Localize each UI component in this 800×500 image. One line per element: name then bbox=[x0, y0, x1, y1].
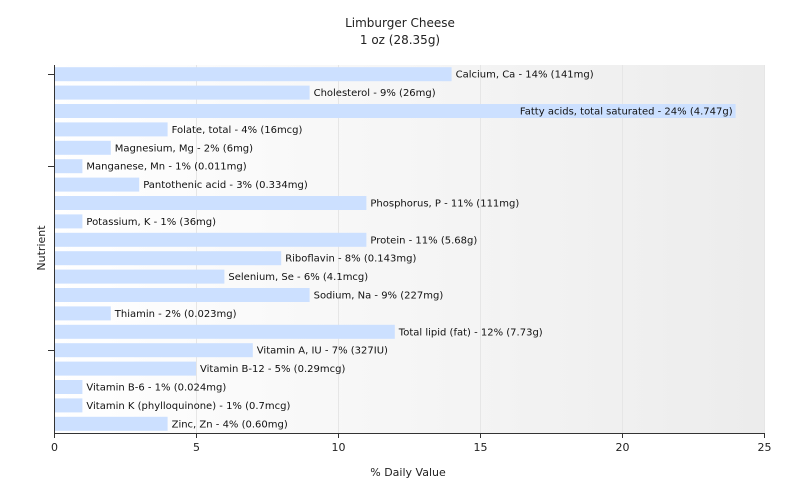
bar bbox=[55, 251, 282, 266]
bar bbox=[55, 104, 736, 118]
bar bbox=[55, 361, 196, 376]
bar bbox=[55, 398, 83, 413]
bar bbox=[55, 177, 140, 192]
data-label: Manganese, Mn - 1% (0.011mg) bbox=[86, 162, 246, 173]
data-label: Selenium, Se - 6% (4.1mcg) bbox=[228, 272, 368, 283]
bar bbox=[55, 269, 225, 284]
plot-background bbox=[54, 65, 764, 433]
bars bbox=[55, 67, 736, 431]
bar bbox=[55, 232, 367, 247]
data-label: Fatty acids, total saturated - 24% (4.74… bbox=[520, 107, 733, 118]
x-tick-label: 20 bbox=[616, 441, 630, 454]
data-label: Calcium, Ca - 14% (141mg) bbox=[456, 70, 594, 81]
chart-subtitle: 1 oz (28.35g) bbox=[360, 33, 440, 47]
data-label: Potassium, K - 1% (36mg) bbox=[86, 217, 216, 228]
bar bbox=[55, 306, 111, 321]
data-label: Riboflavin - 8% (0.143mg) bbox=[285, 254, 416, 265]
x-tick-label: 5 bbox=[193, 441, 200, 454]
bar bbox=[55, 324, 395, 339]
bar bbox=[55, 214, 83, 229]
plot-area bbox=[54, 65, 764, 433]
x-tick-labels: 0 5 10 15 20 25 bbox=[51, 441, 772, 454]
bar bbox=[55, 416, 168, 431]
bar bbox=[55, 67, 452, 82]
y-axis-title: Nutrient bbox=[35, 225, 48, 271]
axes bbox=[48, 65, 765, 438]
data-label: Vitamin A, IU - 7% (327IU) bbox=[257, 346, 388, 357]
data-label: Sodium, Na - 9% (227mg) bbox=[314, 291, 444, 302]
data-label: Magnesium, Mg - 2% (6mg) bbox=[115, 143, 253, 154]
x-tick-label: 10 bbox=[332, 441, 346, 454]
data-label: Vitamin K (phylloquinone) - 1% (0.7mcg) bbox=[86, 401, 290, 412]
x-tick-label: 0 bbox=[51, 441, 58, 454]
data-label: Protein - 11% (5.68g) bbox=[370, 235, 477, 246]
bar bbox=[55, 288, 310, 302]
gridlines bbox=[196, 65, 765, 433]
bar bbox=[55, 380, 83, 394]
x-tick-label: 15 bbox=[474, 441, 488, 454]
bar bbox=[55, 196, 367, 210]
data-label: Total lipid (fat) - 12% (7.73g) bbox=[398, 327, 543, 338]
data-label: Zinc, Zn - 4% (0.60mg) bbox=[172, 419, 288, 430]
chart-title: Limburger Cheese bbox=[345, 16, 455, 30]
bar bbox=[55, 85, 310, 100]
data-label: Phosphorus, P - 11% (111mg) bbox=[370, 199, 519, 210]
bar bbox=[55, 122, 168, 137]
data-labels: Calcium, Ca - 14% (141mg) Cholesterol - 9… bbox=[86, 70, 732, 431]
data-label: Folate, total - 4% (16mcg) bbox=[172, 125, 303, 136]
x-axis-title: % Daily Value bbox=[370, 466, 446, 479]
bar bbox=[55, 159, 83, 174]
data-label: Vitamin B-6 - 1% (0.024mg) bbox=[86, 383, 226, 394]
bar bbox=[55, 140, 111, 155]
data-label: Vitamin B-12 - 5% (0.29mcg) bbox=[200, 364, 345, 375]
bar bbox=[55, 343, 253, 358]
x-tick-label: 25 bbox=[758, 441, 772, 454]
data-label: Cholesterol - 9% (26mg) bbox=[314, 88, 436, 99]
data-label: Thiamin - 2% (0.023mg) bbox=[114, 309, 237, 320]
data-label: Pantothenic acid - 3% (0.334mg) bbox=[143, 180, 308, 191]
